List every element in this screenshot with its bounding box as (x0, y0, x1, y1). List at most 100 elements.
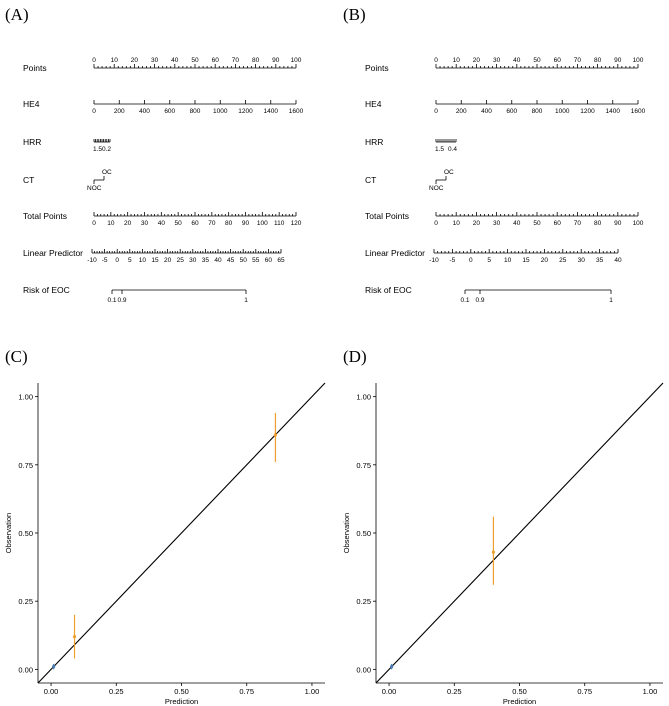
x-tick-label: 1.00 (305, 687, 320, 696)
nomogram-panel: Points HE4 HRR CT Total Points Linear Predict… (365, 57, 646, 304)
x-tick-label: 0.25 (447, 687, 462, 696)
y-tick-label: 1.00 (356, 393, 371, 402)
total-points-tick-label: 100 (633, 220, 644, 227)
he4-tick-label: 600 (506, 108, 517, 115)
risk-tick-label: 0.1 (107, 297, 116, 304)
x-tick-label: 0.75 (577, 687, 592, 696)
total-points-tick-label: 10 (107, 220, 115, 227)
linear-predictor-tick-label: 10 (139, 257, 147, 264)
total-points-tick-label: 90 (614, 220, 622, 227)
x-axis-title: Prediction (503, 697, 536, 706)
he4-tick-label: 800 (190, 108, 201, 115)
total-points-tick-label: 90 (242, 220, 250, 227)
linear-predictor-tick-label: 40 (614, 257, 622, 264)
data-point (273, 433, 278, 437)
row-label: HRR (23, 137, 41, 147)
he4-tick-label: 200 (456, 108, 467, 115)
y-tick-label: 0.00 (18, 665, 33, 674)
y-tick-label: 0.50 (18, 529, 33, 538)
hrr-tick-label: 0.2 (102, 146, 111, 153)
he4-tick-label: 1400 (264, 108, 279, 115)
panel-letter: (B) (343, 5, 366, 24)
linear-predictor-tick-label: 25 (177, 257, 185, 264)
row-label: Risk of EOC (23, 285, 70, 295)
row-label: Total Points (365, 211, 409, 221)
he4-tick-label: 0 (92, 108, 96, 115)
total-points-tick-label: 120 (291, 220, 302, 227)
points-tick-label: 20 (473, 57, 481, 64)
linear-predictor-tick-label: 10 (504, 257, 512, 264)
total-points-tick-label: 110 (274, 220, 285, 227)
points-tick-label: 90 (614, 57, 622, 64)
row-label: Linear Predictor (23, 248, 83, 258)
points-tick-label: 20 (131, 57, 139, 64)
risk-tick-label: 0.9 (117, 297, 126, 304)
panel-letter: (A) (5, 5, 29, 24)
row-label: Points (365, 63, 389, 73)
data-point (52, 665, 56, 669)
linear-predictor-tick-label: 30 (578, 257, 586, 264)
he4-tick-label: 200 (114, 108, 125, 115)
linear-predictor-tick-label: 15 (522, 257, 530, 264)
total-points-tick-label: 20 (124, 220, 132, 227)
ct-tick-label: OC (102, 169, 112, 176)
y-tick-label: 0.50 (356, 529, 371, 538)
ct-tick-label: NOC (87, 185, 102, 192)
points-tick-label: 80 (594, 57, 602, 64)
points-tick-label: 100 (291, 57, 302, 64)
data-point (72, 635, 77, 639)
row-label: HRR (365, 137, 383, 147)
row-label: Linear Predictor (365, 248, 425, 258)
linear-predictor-tick-label: 0 (115, 257, 119, 264)
x-tick-label: 0.00 (44, 687, 59, 696)
points-tick-label: 0 (434, 57, 438, 64)
ct-tick-label: NOC (429, 185, 444, 192)
hrr-tick-label: 1.5 (435, 146, 444, 153)
total-points-tick-label: 80 (594, 220, 602, 227)
nomogram-panel: Points HE4 HRR CT Total Points Linear Predict… (23, 57, 304, 304)
points-tick-label: 40 (171, 57, 179, 64)
total-points-tick-label: 30 (493, 220, 501, 227)
linear-predictor-tick-label: 5 (128, 257, 132, 264)
he4-tick-label: 1600 (289, 108, 304, 115)
total-points-tick-label: 50 (175, 220, 183, 227)
total-points-tick-label: 20 (473, 220, 481, 227)
he4-tick-label: 400 (139, 108, 150, 115)
panel-letter: (C) (5, 347, 28, 366)
x-axis-title: Prediction (165, 697, 198, 706)
panel-letter: (D) (343, 347, 367, 366)
points-tick-label: 30 (493, 57, 501, 64)
linear-predictor-tick-label: -10 (87, 257, 97, 264)
points-tick-label: 90 (272, 57, 280, 64)
x-tick-label: 0.50 (174, 687, 189, 696)
hrr-tick-label: 0.4 (448, 146, 457, 153)
linear-predictor-tick-label: 20 (164, 257, 172, 264)
y-tick-label: 0.00 (356, 665, 371, 674)
linear-predictor-tick-label: -5 (450, 257, 456, 264)
risk-tick-label: 1 (609, 297, 613, 304)
calibration-panel: 0.00 0.25 0.50 0.75 1.00 0.00 0.25 0.50 0.75 1.00… (4, 382, 326, 706)
total-points-tick-label: 10 (453, 220, 461, 227)
total-points-tick-label: 50 (533, 220, 541, 227)
points-tick-label: 40 (513, 57, 521, 64)
y-tick-label: 0.25 (18, 597, 33, 606)
linear-predictor-tick-label: 15 (151, 257, 159, 264)
row-label: Risk of EOC (365, 285, 412, 295)
linear-predictor-tick-label: 0 (469, 257, 473, 264)
total-points-tick-label: 30 (141, 220, 149, 227)
points-tick-label: 80 (252, 57, 260, 64)
he4-tick-label: 1200 (238, 108, 253, 115)
points-tick-label: 0 (92, 57, 96, 64)
he4-tick-label: 400 (481, 108, 492, 115)
y-tick-label: 1.00 (18, 393, 33, 402)
linear-predictor-tick-label: 25 (559, 257, 567, 264)
linear-predictor-tick-label: 60 (265, 257, 273, 264)
calibration-panel: 0.00 0.25 0.50 0.75 1.00 0.00 0.25 0.50 0.75 1.00… (342, 382, 664, 706)
he4-tick-label: 1200 (580, 108, 595, 115)
he4-tick-label: 1000 (555, 108, 570, 115)
data-point (390, 665, 394, 669)
total-points-tick-label: 60 (191, 220, 199, 227)
linear-predictor-tick-label: 35 (596, 257, 604, 264)
linear-predictor-tick-label: 35 (202, 257, 210, 264)
total-points-tick-label: 70 (574, 220, 582, 227)
